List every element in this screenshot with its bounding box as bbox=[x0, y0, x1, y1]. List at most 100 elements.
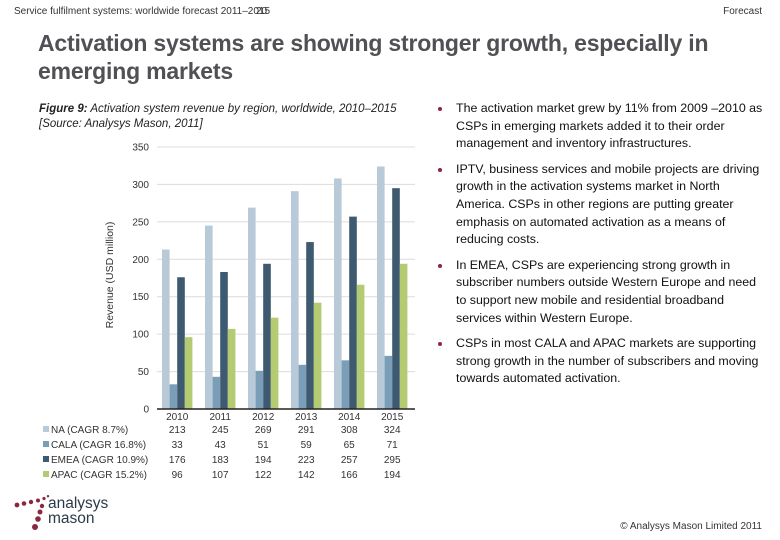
table-cell-value: 257 bbox=[341, 455, 358, 466]
table-cell-value: 194 bbox=[255, 455, 272, 466]
bar-cala-2011 bbox=[212, 376, 221, 409]
bar-emea-2011 bbox=[220, 272, 228, 409]
x-tick-label: 2011 bbox=[209, 412, 231, 423]
x-tick-labels: 2010 2011 2012 2013 2014 2015 bbox=[166, 412, 404, 423]
bullet-item: The activation market grew by 11% from 2… bbox=[436, 100, 766, 153]
figure-caption-text: Activation system revenue by region, wor… bbox=[39, 103, 397, 130]
bar-na-2012 bbox=[248, 207, 256, 409]
y-axis-label: Revenue (USD million) bbox=[104, 222, 116, 329]
bar-apac-2010 bbox=[184, 337, 193, 409]
bullet-dot-icon bbox=[438, 107, 442, 111]
logo-wordmark: analysys mason bbox=[48, 495, 109, 527]
bullet-dot-icon bbox=[438, 167, 442, 172]
legend-swatch bbox=[43, 426, 49, 432]
x-tick-label: 2010 bbox=[166, 412, 189, 423]
table-cell-value: 308 bbox=[341, 425, 358, 436]
table-cell-value: 324 bbox=[384, 425, 401, 436]
legend-label: EMEA (CAGR 10.9%) bbox=[51, 455, 148, 466]
y-tick-labels: 0 50 100 150 200 250 300 350 bbox=[132, 143, 149, 416]
table-cell-value: 291 bbox=[298, 425, 315, 436]
legend-label: NA (CAGR 8.7%) bbox=[51, 425, 128, 436]
header-section: Forecast bbox=[723, 6, 762, 17]
table-cell-value: 213 bbox=[169, 425, 186, 436]
legend-swatch bbox=[43, 471, 49, 477]
bullet-item: CSPs in most CALA and APAC markets are s… bbox=[436, 335, 766, 388]
bar-emea-2015 bbox=[392, 188, 400, 409]
y-tick-label: 300 bbox=[132, 180, 149, 191]
data-table: NA (CAGR 8.7%) 213 245 269 291 308 324 CALA (CA… bbox=[43, 425, 401, 481]
y-tick-label: 50 bbox=[138, 367, 150, 378]
bar-cala-2014 bbox=[341, 360, 350, 409]
bullet-list: The activation market grew by 11% from 2… bbox=[436, 100, 766, 396]
y-tick-label: 150 bbox=[132, 292, 149, 303]
bar-cala-2010 bbox=[169, 384, 178, 409]
legend-swatch bbox=[43, 441, 49, 447]
bar-na-2013 bbox=[291, 191, 299, 409]
table-cell-value: 51 bbox=[258, 440, 270, 451]
y-tick-label: 100 bbox=[132, 330, 149, 341]
table-cell-value: 71 bbox=[387, 440, 399, 451]
figure-caption: Figure 9: Activation system revenue by r… bbox=[39, 102, 399, 132]
x-tick-label: 2013 bbox=[295, 412, 318, 423]
table-cell-value: 65 bbox=[344, 440, 356, 451]
x-tick-label: 2014 bbox=[338, 412, 361, 423]
bullet-text: CSPs in most CALA and APAC markets are s… bbox=[456, 336, 759, 386]
x-tick-label: 2015 bbox=[381, 412, 404, 423]
header-page-number: 20 bbox=[256, 6, 268, 17]
table-cell-value: 166 bbox=[341, 470, 358, 481]
bar-apac-2014 bbox=[356, 284, 365, 409]
bullet-dot-icon bbox=[438, 342, 442, 347]
bar-emea-2012 bbox=[263, 263, 271, 409]
bullet-item: In EMEA, CSPs are experiencing strong gr… bbox=[436, 257, 766, 327]
table-cell-value: 33 bbox=[172, 440, 184, 451]
bar-apac-2013 bbox=[313, 302, 322, 409]
legend-label: APAC (CAGR 15.2%) bbox=[51, 470, 147, 481]
figure-label: Figure 9: bbox=[39, 103, 88, 115]
bar-na-2015 bbox=[377, 166, 385, 409]
bar-emea-2014 bbox=[349, 216, 357, 409]
table-cell-value: 269 bbox=[255, 425, 272, 436]
table-cell-value: 107 bbox=[212, 470, 229, 481]
x-tick-label: 2012 bbox=[252, 412, 275, 423]
y-tick-label: 250 bbox=[132, 217, 149, 228]
gridlines bbox=[157, 146, 415, 373]
bar-apac-2011 bbox=[227, 328, 236, 409]
table-cell-value: 43 bbox=[215, 440, 227, 451]
table-cell-value: 223 bbox=[298, 455, 315, 466]
bullet-dot-icon bbox=[438, 263, 442, 268]
bar-apac-2012 bbox=[270, 317, 279, 409]
bar-emea-2013 bbox=[306, 242, 314, 409]
table-cell-value: 183 bbox=[212, 455, 229, 466]
bar-na-2011 bbox=[205, 225, 213, 409]
bullet-text: IPTV, business services and mobile proje… bbox=[456, 161, 760, 247]
table-cell-value: 245 bbox=[212, 425, 229, 436]
table-cell-value: 122 bbox=[255, 470, 272, 481]
legend-label: CALA (CAGR 16.8%) bbox=[51, 440, 146, 451]
bar-na-2014 bbox=[334, 178, 342, 409]
bullet-text: The activation market grew by 11% from 2… bbox=[456, 101, 763, 151]
table-cell-value: 59 bbox=[301, 440, 313, 451]
bar-apac-2015 bbox=[399, 263, 408, 409]
y-tick-label: 0 bbox=[143, 405, 149, 416]
legend-swatch bbox=[43, 456, 49, 462]
revenue-bar-chart: 0 50 100 150 200 250 300 350 Revenue (USD milli… bbox=[43, 143, 415, 481]
bar-cala-2015 bbox=[384, 355, 393, 409]
header-document-title: Service fulfilment systems: worldwide fo… bbox=[14, 6, 271, 17]
logo-line1: analysys bbox=[48, 495, 109, 512]
y-tick-label: 200 bbox=[132, 255, 149, 266]
logo-line2: mason bbox=[48, 510, 95, 527]
bar-na-2010 bbox=[162, 249, 170, 409]
bullet-text: In EMEA, CSPs are experiencing strong gr… bbox=[456, 257, 757, 325]
table-cell-value: 176 bbox=[169, 455, 186, 466]
table-cell-value: 142 bbox=[298, 470, 315, 481]
table-cell-value: 96 bbox=[172, 470, 184, 481]
table-cell-value: 194 bbox=[384, 470, 401, 481]
bars bbox=[162, 166, 408, 409]
bar-emea-2010 bbox=[177, 277, 185, 409]
bar-cala-2012 bbox=[255, 370, 264, 409]
y-tick-label: 350 bbox=[132, 143, 149, 154]
table-cell-value: 295 bbox=[384, 455, 401, 466]
bullet-item: IPTV, business services and mobile proje… bbox=[436, 161, 766, 249]
bar-cala-2013 bbox=[298, 364, 307, 409]
analysys-mason-logo-icon bbox=[14, 495, 50, 530]
